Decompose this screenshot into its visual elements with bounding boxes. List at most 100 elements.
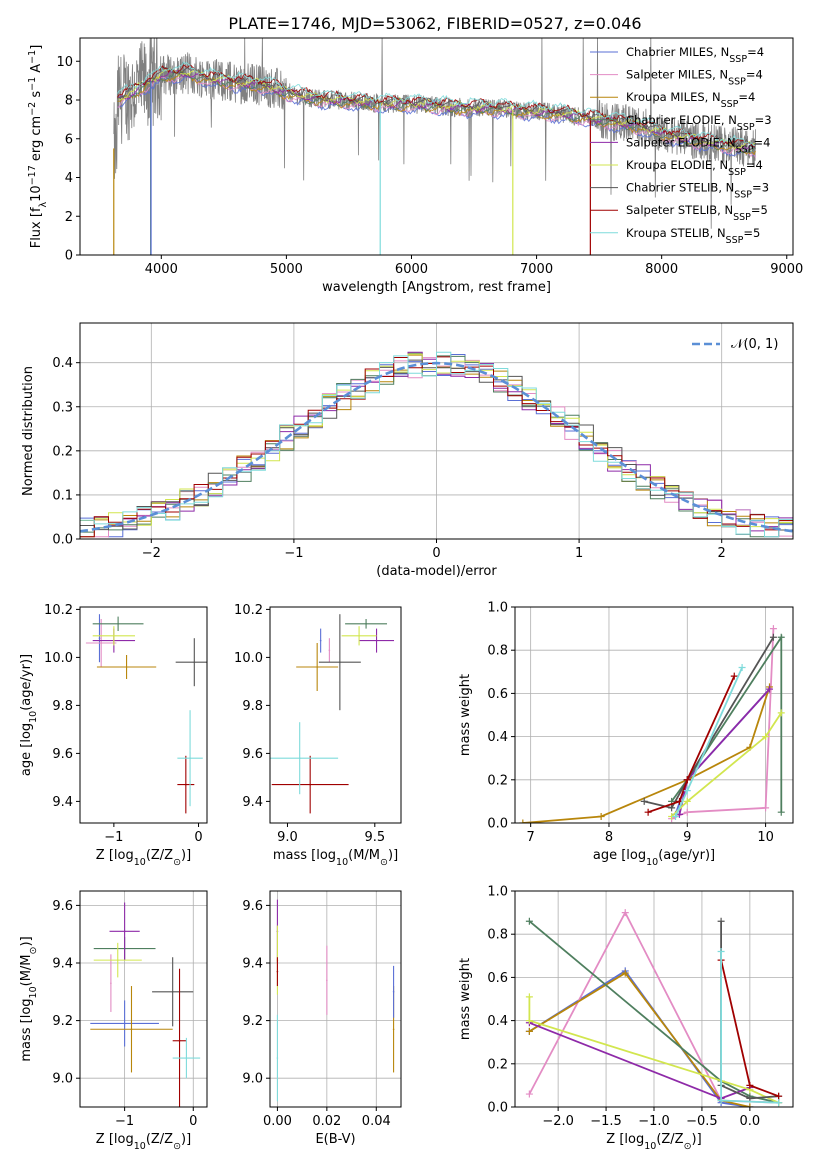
- plus-marker: [525, 1017, 533, 1025]
- data-point: [123, 1022, 126, 1025]
- label-part: Z [log: [96, 1132, 134, 1147]
- label-part: 10: [28, 986, 39, 998]
- legend-entry: Chabrier STELIB, NSSP=3: [626, 181, 769, 201]
- label-part: mass [log: [273, 848, 336, 863]
- massweight-line-salpeter-stelib: [647, 675, 736, 814]
- data-point: [113, 635, 115, 637]
- data-point: [98, 637, 101, 639]
- plus-marker: [621, 969, 629, 977]
- model-spectrum-salpeter-stelib: [117, 64, 756, 148]
- label-part: =: [752, 181, 762, 195]
- label-part: Z [log: [96, 848, 134, 863]
- label-part: E(B-V): [315, 1132, 355, 1147]
- data-point: [100, 642, 102, 644]
- label-part: mass [log: [19, 998, 34, 1061]
- label-part: Z [log: [606, 1132, 644, 1147]
- label-part: −2: [27, 102, 38, 116]
- label-part: age [log: [19, 723, 34, 776]
- axes-age-vs-mass: 9.0 9.5 9.4 9.6 9.8 10.0 10.2: [234, 603, 385, 845]
- label-part: ⊙: [28, 947, 39, 955]
- model-spectrum-kroupa-stelib: [117, 61, 756, 147]
- label-part: =: [738, 90, 748, 104]
- x-tick-label: 6000: [395, 262, 428, 277]
- data-point: [193, 661, 196, 663]
- x-tick-label: 7000: [520, 262, 553, 277]
- plus-marker: [644, 808, 652, 816]
- x-tick-label: 4000: [145, 262, 178, 277]
- axes-frame: [79, 322, 794, 540]
- plus-marker: [766, 685, 774, 693]
- label-part: ⊙: [173, 1141, 181, 1152]
- x-tick-label: 9.5: [364, 830, 385, 845]
- label-part: 3: [764, 113, 771, 127]
- label-part: N: [719, 68, 728, 82]
- x-tick-label: −2: [142, 546, 161, 561]
- y-tick-label: 9.4: [242, 795, 263, 810]
- data-point: [185, 783, 187, 786]
- data-point: [276, 970, 279, 973]
- plus-marker: [672, 813, 680, 821]
- label-part: ⊙: [380, 857, 388, 868]
- label-part: =: [743, 226, 753, 240]
- legend-entry: Chabrier ELODIE, NSSP=3: [626, 113, 772, 133]
- axes-massweight-vs-age: 7 8 9 10 0.0 0.2 0.4 0.6 0.8 1.0: [487, 601, 793, 845]
- figure-title: PLATE=1746, MJD=53062, FIBERID=0527, z=0…: [228, 14, 641, 33]
- y-tick-label: 0.6: [487, 687, 508, 702]
- massweight-line-chabrier-miles: [674, 688, 771, 815]
- label-part: =: [753, 135, 763, 149]
- label-part: Normed distribution: [21, 366, 36, 496]
- label-part: N: [717, 226, 726, 240]
- data-point: [298, 757, 301, 759]
- axes-spectrum: 4000 5000 6000 7000 8000 9000 0 2 4 6 8 10: [56, 55, 803, 277]
- y-tick-label: 0.1: [52, 488, 73, 503]
- x-tick-label: 0.00: [263, 1114, 292, 1129]
- massweight-line-chabrier-stelib: [643, 636, 775, 809]
- plus-marker: [683, 808, 691, 816]
- plus-marker: [717, 947, 725, 955]
- label-part: 4: [748, 90, 755, 104]
- label-part: (M/M: [19, 954, 34, 986]
- label-part: SSP: [734, 189, 752, 200]
- label-part: Flux [f: [29, 207, 44, 248]
- label-part: SSP: [733, 212, 751, 223]
- label-part: λ: [38, 201, 49, 207]
- label-part: Chabrier STELIB: [626, 181, 718, 195]
- label-part: (Z/Z: [146, 848, 173, 863]
- x-tick-label: −1: [104, 830, 123, 845]
- data-point: [316, 666, 318, 668]
- x-tick-label: −1.5: [590, 1114, 622, 1129]
- label-part: ,: [721, 113, 728, 127]
- y-tick-label: 9.0: [242, 1072, 263, 1087]
- plus-marker: [769, 633, 777, 641]
- y-tick-label: 0.6: [487, 971, 508, 986]
- data-point: [178, 1039, 181, 1042]
- label-part: N: [728, 113, 737, 127]
- y-tick-label: 0.2: [52, 444, 73, 459]
- label-part: Chabrier MILES: [626, 45, 713, 59]
- plus-marker: [775, 1099, 783, 1107]
- y-tick-label: 9.2: [242, 1014, 263, 1029]
- label-part: ,: [712, 68, 719, 82]
- plus-marker: [525, 993, 533, 1001]
- y-tick-label: 4: [65, 171, 73, 186]
- plot-area-mass-vs-ebv: [276, 899, 395, 1102]
- y-tick-label: 8: [65, 94, 73, 109]
- label-part: )]: [692, 1132, 702, 1147]
- label-part: SSP: [728, 76, 746, 87]
- label-part: 10: [646, 857, 658, 868]
- label-part: N: [721, 45, 730, 59]
- data-point: [125, 666, 128, 668]
- y-axis-label: mass weight: [458, 958, 473, 1040]
- axes-frame: [79, 37, 794, 256]
- axes-frame: [514, 890, 794, 1108]
- plus-marker: [640, 797, 648, 805]
- x-tick-label: 0: [432, 546, 440, 561]
- axes-frame: [269, 890, 402, 1108]
- label-part: =: [747, 45, 757, 59]
- label-part: ,: [713, 45, 720, 59]
- plus-marker: [717, 917, 725, 925]
- x-tick-label: 9.0: [277, 830, 298, 845]
- y-tick-label: 9.4: [52, 957, 73, 972]
- y-tick-label: 9.8: [52, 699, 73, 714]
- label-part: age [log: [593, 848, 646, 863]
